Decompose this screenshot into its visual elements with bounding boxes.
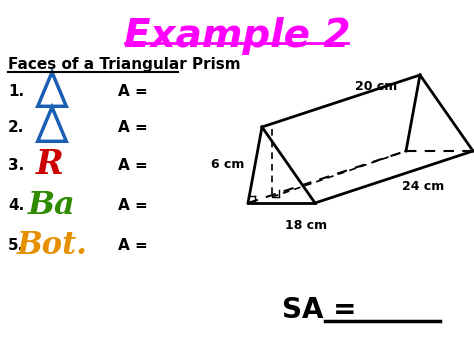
Text: 3.: 3. — [8, 158, 24, 173]
Text: Faces of a Triangular Prism: Faces of a Triangular Prism — [8, 57, 241, 72]
Text: 24 cm: 24 cm — [402, 180, 444, 193]
Text: A =: A = — [118, 120, 148, 135]
Text: A =: A = — [118, 197, 148, 213]
Text: SA =: SA = — [282, 296, 366, 324]
Text: Bot.: Bot. — [17, 229, 87, 261]
Text: R: R — [36, 148, 64, 181]
Text: Ba: Ba — [28, 190, 76, 220]
Text: Example 2: Example 2 — [124, 17, 350, 55]
Text: 4.: 4. — [8, 197, 24, 213]
Text: 20 cm: 20 cm — [355, 81, 397, 93]
Text: 6 cm: 6 cm — [210, 158, 244, 171]
Text: 18 cm: 18 cm — [285, 219, 328, 232]
Text: 5.: 5. — [8, 237, 24, 252]
Text: A =: A = — [118, 84, 148, 99]
Text: 1.: 1. — [8, 84, 24, 99]
Text: A =: A = — [118, 158, 148, 173]
Text: 2.: 2. — [8, 120, 24, 135]
Text: A =: A = — [118, 237, 148, 252]
